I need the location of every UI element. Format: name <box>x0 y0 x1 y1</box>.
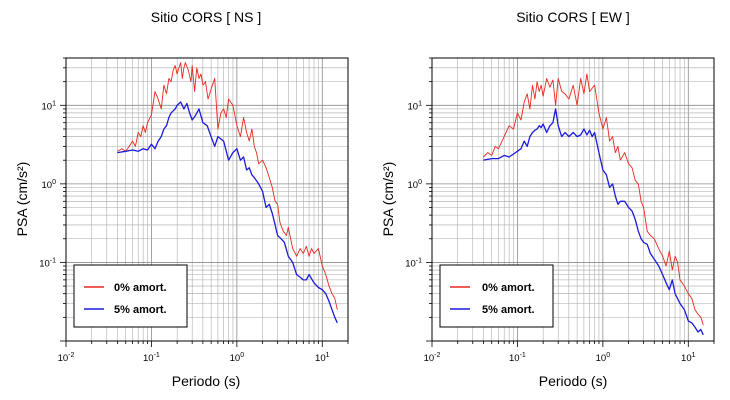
plot-frame <box>65 57 349 342</box>
grid <box>65 57 349 342</box>
y-tick-label: 100 <box>408 179 423 191</box>
legend-box <box>439 264 554 328</box>
series-layer <box>483 73 704 336</box>
x-tick-label: 10-1 <box>143 352 160 364</box>
y-tick-labels: 10-1 100 101 <box>39 100 56 269</box>
legend-label: 5% amort. <box>114 304 167 316</box>
x-tick-labels: 10-2 10-1 100 101 <box>424 352 696 364</box>
y-tick-label: 101 <box>408 100 423 112</box>
chart-ew: Sitio CORS [ EW ] 10-2 10-1 100 101 10-1 100… <box>380 9 715 389</box>
x-tick-label: 100 <box>230 352 245 364</box>
x-tick-label: 101 <box>315 352 330 364</box>
y-tick-labels: 10-1 100 101 <box>405 100 422 269</box>
y-tick-label: 100 <box>42 179 57 191</box>
legend: 0% amort. 5% amort. <box>439 264 554 328</box>
chart-title: Sitio CORS [ EW ] <box>516 9 630 25</box>
x-tick-labels: 10-2 10-1 100 101 <box>58 352 330 364</box>
series-layer <box>117 62 338 324</box>
legend-label: 5% amort. <box>482 304 535 316</box>
x-tick-label: 10-2 <box>424 352 441 364</box>
y-tick-label: 10-1 <box>405 257 422 269</box>
series-line-0pct <box>483 73 704 326</box>
x-tick-label: 101 <box>681 352 696 364</box>
plot-frame <box>431 57 715 342</box>
series-line-0pct <box>117 62 338 310</box>
y-axis-label: PSA (cm/s²) <box>14 162 30 237</box>
series-line-5pct <box>117 101 338 324</box>
x-tick-label: 10-2 <box>58 352 75 364</box>
x-tick-label: 10-1 <box>509 352 526 364</box>
y-tick-label: 10-1 <box>39 257 56 269</box>
legend-label: 0% amort. <box>114 282 167 294</box>
chart-title: Sitio CORS [ NS ] <box>151 9 261 25</box>
ticks <box>60 57 349 347</box>
x-axis-label: Periodo (s) <box>539 373 607 389</box>
x-tick-label: 100 <box>596 352 611 364</box>
ticks <box>426 57 715 347</box>
y-tick-label: 101 <box>42 100 57 112</box>
legend: 0% amort. 5% amort. <box>73 264 188 328</box>
x-axis-label: Periodo (s) <box>172 373 240 389</box>
series-line-5pct <box>483 108 704 336</box>
chart-ns: Sitio CORS [ NS ] 10-2 10-1 100 101 10-1 100… <box>14 9 349 389</box>
legend-label: 0% amort. <box>482 282 535 294</box>
y-axis-label: PSA (cm/s²) <box>380 162 396 237</box>
legend-box <box>73 264 188 328</box>
